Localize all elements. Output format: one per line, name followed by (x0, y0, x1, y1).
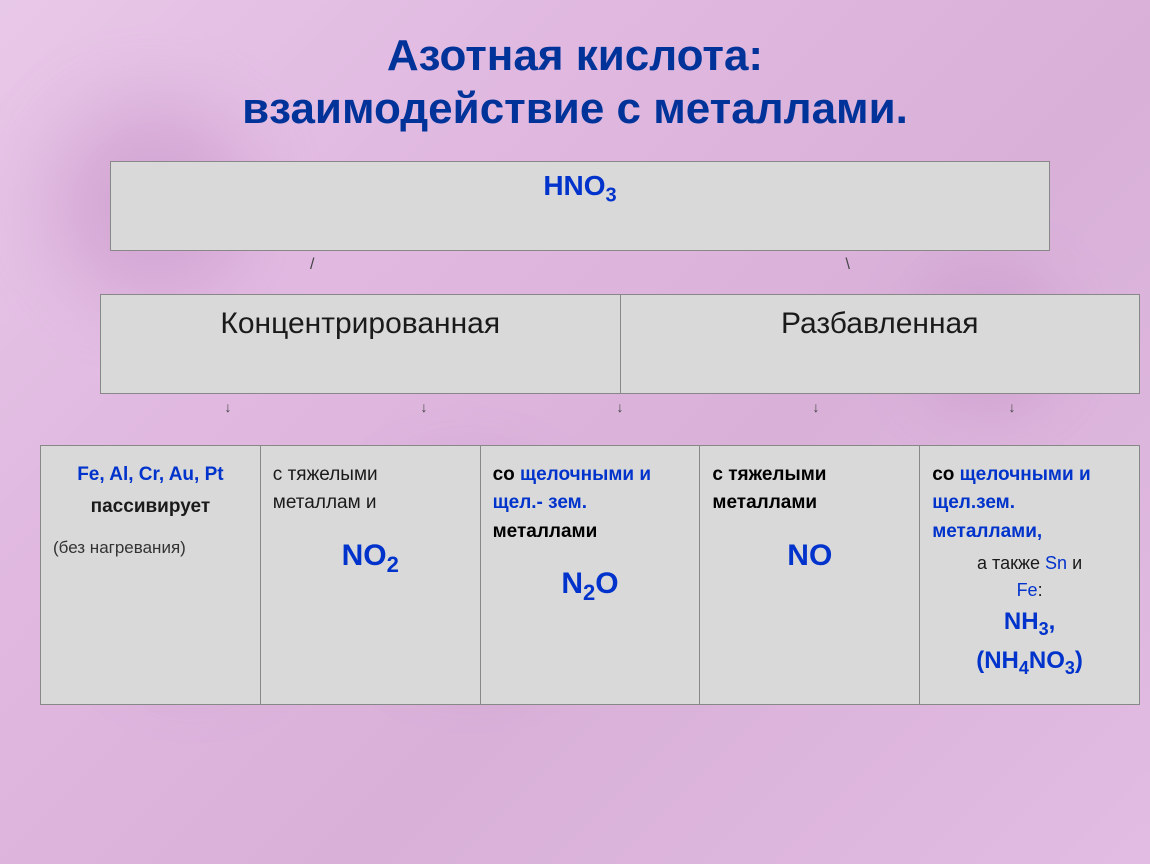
slide-title: Азотная кислота: взаимодействие с металл… (40, 30, 1110, 136)
passive-elements: Fe, Al, Cr, Au, Pt (53, 461, 248, 490)
no2-formula: NO2 (273, 533, 468, 581)
passivate-note: (без нагревания) (53, 538, 186, 557)
down-arrow-5: ↓ (914, 399, 1110, 415)
no-formula: NO (712, 533, 907, 578)
mid-down-arrows: ↓ ↓ ↓ ↓ ↓ (100, 399, 1140, 415)
alkali-conc-text: со щелочными и щел.- зем. металлами (493, 464, 651, 542)
diluted-cell: Разбавленная (621, 295, 1140, 393)
down-arrow-1: ↓ (130, 399, 326, 415)
alkali-dil-cell: со щелочными и щел.зем. металлами, а так… (920, 446, 1139, 704)
products-row: Fe, Al, Cr, Au, Pt пассивирует (без нагр… (40, 445, 1140, 705)
arrow-right-slash: \ (846, 256, 850, 274)
sn-fe-line: а также Sn и Fe: (932, 550, 1127, 604)
down-arrow-3: ↓ (522, 399, 718, 415)
alkali-conc-cell: со щелочными и щел.- зем. металлами N2O (481, 446, 701, 704)
hno3-formula: HNO3 (543, 170, 616, 208)
heavy-metals-conc-cell: с тяжелыми металлам и NO2 (261, 446, 481, 704)
nh3-formula: NH3, (932, 604, 1127, 643)
concentration-row: Концентрированная Разбавленная (100, 294, 1140, 394)
title-line1: Азотная кислота: (387, 31, 763, 80)
nh4no3-formula: (NH4NO3) (932, 643, 1127, 682)
down-arrow-4: ↓ (718, 399, 914, 415)
heavy-dil-text: с тяжелыми металлами (712, 464, 826, 514)
heavy-metals-dil-cell: с тяжелыми металлами NO (700, 446, 920, 704)
concentrated-cell: Концентрированная (101, 295, 621, 393)
alkali-dil-text: со щелочными и щел.зем. металлами, (932, 464, 1090, 542)
top-formula-box: HNO3 (110, 161, 1050, 251)
passivate-label: пассивирует (53, 493, 248, 522)
arrow-left-slash: / (310, 256, 314, 274)
down-arrow-2: ↓ (326, 399, 522, 415)
passivation-cell: Fe, Al, Cr, Au, Pt пассивирует (без нагр… (41, 446, 261, 704)
top-branch-arrows: / \ (110, 256, 1050, 274)
n2o-formula: N2O (493, 561, 688, 609)
title-line2: взаимодействие с металлами. (242, 84, 908, 133)
heavy-conc-text: с тяжелыми металлам и (273, 464, 378, 514)
